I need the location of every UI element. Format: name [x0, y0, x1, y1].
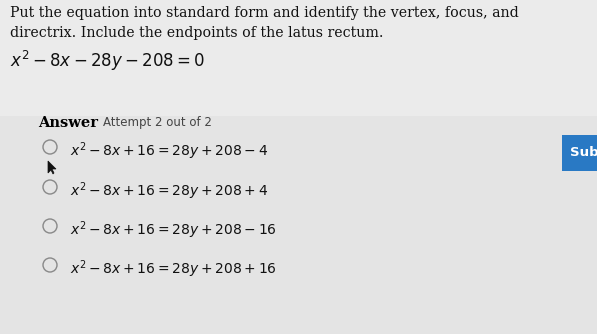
Text: $x^2 - 8x + 16 = 28y + 208 + 16$: $x^2 - 8x + 16 = 28y + 208 + 16$ — [70, 258, 277, 280]
FancyBboxPatch shape — [0, 116, 597, 334]
Text: $x^2 - 8x - 28y - 208 = 0$: $x^2 - 8x - 28y - 208 = 0$ — [10, 49, 205, 73]
FancyBboxPatch shape — [562, 135, 597, 171]
Text: $x^2 - 8x + 16 = 28y + 208 + 4$: $x^2 - 8x + 16 = 28y + 208 + 4$ — [70, 180, 268, 202]
Text: $x^2 - 8x + 16 = 28y + 208 - 4$: $x^2 - 8x + 16 = 28y + 208 - 4$ — [70, 140, 268, 162]
Text: directrix. Include the endpoints of the latus rectum.: directrix. Include the endpoints of the … — [10, 26, 383, 40]
Text: $x^2 - 8x + 16 = 28y + 208 - 16$: $x^2 - 8x + 16 = 28y + 208 - 16$ — [70, 219, 277, 240]
Text: Sub: Sub — [570, 147, 597, 160]
Polygon shape — [48, 161, 56, 174]
FancyBboxPatch shape — [0, 0, 597, 119]
Text: Answer: Answer — [38, 116, 98, 130]
Text: Put the equation into standard form and identify the vertex, focus, and: Put the equation into standard form and … — [10, 6, 519, 20]
Text: Attempt 2 out of 2: Attempt 2 out of 2 — [103, 116, 212, 129]
